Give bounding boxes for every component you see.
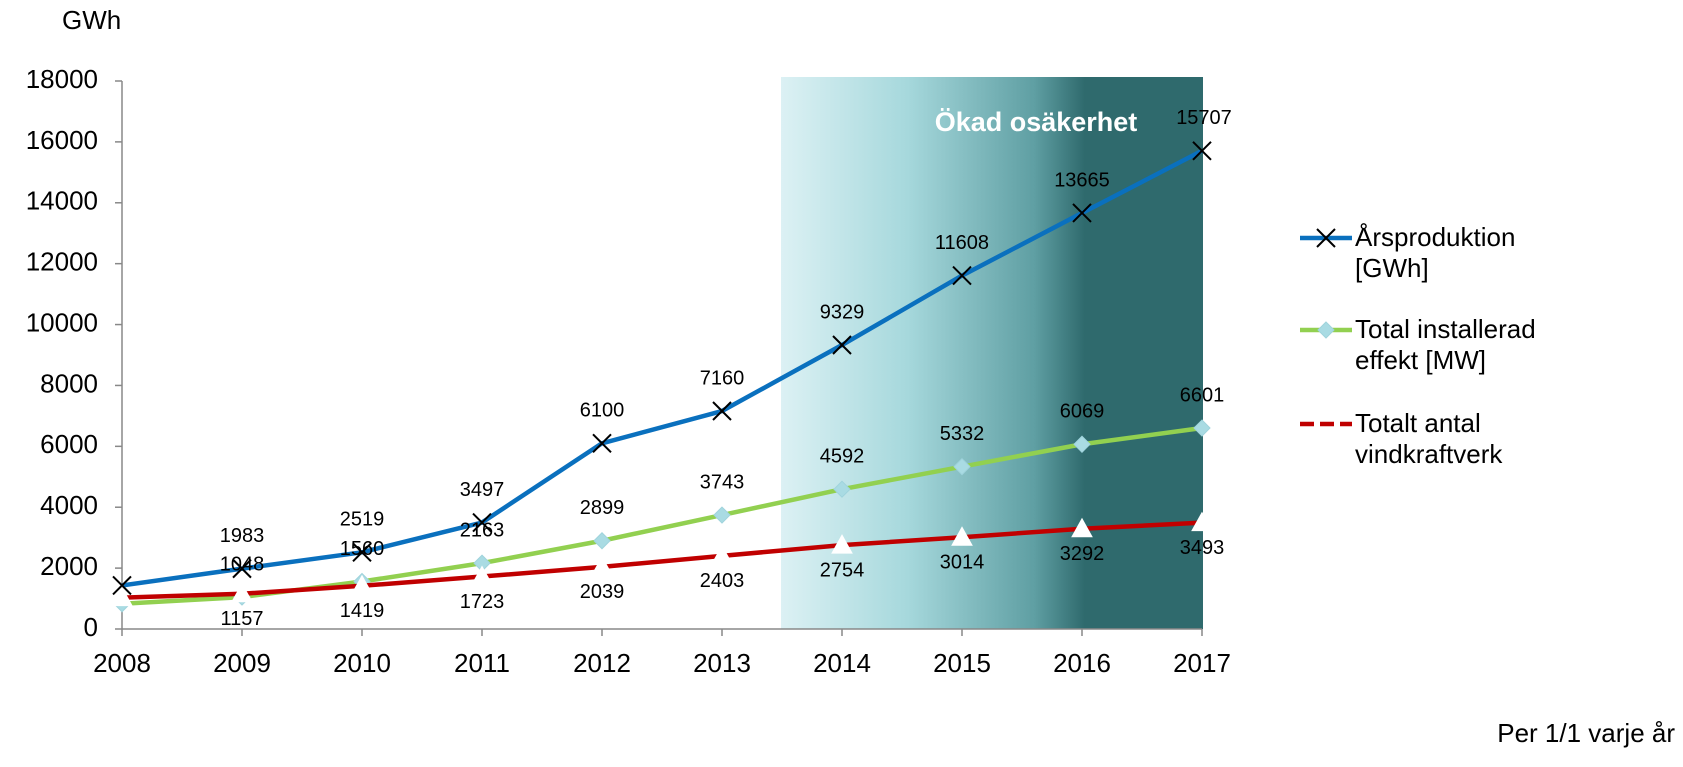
y-tick-label: 14000 — [26, 186, 98, 216]
y-tick-label: 10000 — [26, 307, 98, 337]
y-tick-label: 2000 — [40, 551, 98, 581]
x-tick-label: 2009 — [213, 648, 271, 678]
data-point — [1073, 435, 1091, 453]
data-point — [833, 480, 851, 498]
data-point — [352, 542, 372, 563]
data-label: 1723 — [460, 591, 505, 613]
data-label: 1419 — [340, 600, 385, 622]
data-label: 2039 — [580, 581, 625, 603]
legend-marker — [1316, 228, 1336, 248]
data-label: 11608 — [935, 232, 989, 254]
data-point — [712, 401, 732, 421]
data-label: 3292 — [1060, 543, 1105, 565]
data-label: 1157 — [220, 608, 263, 630]
data-label: 3014 — [940, 552, 985, 574]
data-point — [351, 574, 373, 595]
data-label: 6069 — [1060, 401, 1105, 423]
data-label: 3743 — [700, 471, 745, 493]
data-label: 2899 — [580, 497, 625, 519]
data-point — [112, 575, 132, 596]
data-label: 9329 — [820, 301, 865, 323]
data-label: 4592 — [820, 445, 865, 467]
annotation: Ökad osäkerhet — [935, 107, 1138, 137]
x-tick-label: 2011 — [454, 648, 510, 678]
data-point — [1193, 419, 1211, 437]
x-tick-label: 2016 — [1053, 648, 1111, 678]
data-point — [953, 457, 971, 476]
y-tick-label: 16000 — [26, 125, 98, 155]
data-label: 2519 — [340, 509, 385, 531]
footnote: Per 1/1 varje år — [1497, 718, 1675, 748]
y-tick-label: 6000 — [40, 429, 98, 459]
y-tick-label: 8000 — [40, 368, 98, 398]
data-point — [593, 532, 611, 550]
data-label: 5332 — [940, 423, 985, 445]
data-point — [232, 558, 252, 579]
x-tick-label: 2015 — [933, 648, 991, 678]
x-tick-label: 2008 — [93, 648, 151, 678]
legend-marker — [1317, 321, 1335, 339]
data-point — [111, 586, 133, 607]
legend-label: Årsproduktion [GWh] — [1355, 222, 1516, 283]
data-point — [471, 565, 493, 586]
data-point — [1072, 203, 1092, 223]
data-label: 2403 — [700, 570, 745, 592]
data-label: 15707 — [1176, 107, 1232, 129]
data-point — [472, 512, 492, 533]
series-line — [121, 520, 1203, 600]
data-label: 3497 — [460, 479, 505, 501]
x-tick-label: 2012 — [573, 648, 631, 678]
y-tick-label: 18000 — [26, 64, 98, 94]
data-label: 6601 — [1180, 384, 1225, 406]
data-label: 2754 — [820, 559, 865, 581]
data-label: 3493 — [1180, 537, 1225, 559]
x-tick-label: 2014 — [813, 648, 871, 678]
data-label: 1560 — [340, 538, 385, 560]
series-line — [121, 148, 1204, 588]
data-label: 7160 — [700, 367, 745, 389]
data-label: 2163 — [460, 519, 505, 541]
data-label: 6100 — [580, 400, 625, 422]
data-point — [591, 555, 613, 576]
data-point — [231, 582, 253, 603]
data-label: 1983 — [220, 525, 265, 547]
data-point — [831, 534, 853, 554]
legend-label: Totalt antal vindkraftverk — [1355, 408, 1503, 469]
x-tick-label: 2013 — [693, 648, 751, 678]
x-tick-label: 2017 — [1173, 648, 1231, 678]
data-point — [952, 265, 972, 286]
data-point — [711, 544, 733, 565]
data-point — [1071, 517, 1093, 538]
legend-label: Total installerad effekt [MW] — [1355, 314, 1536, 375]
data-point — [1192, 141, 1212, 161]
y-tick-label: 12000 — [26, 247, 98, 277]
data-point — [951, 526, 973, 546]
data-point — [832, 335, 852, 355]
y-unit: GWh — [62, 5, 121, 35]
x-tick-label: 2010 — [333, 648, 391, 678]
y-tick-label: 0 — [84, 612, 98, 642]
data-point — [713, 506, 731, 524]
data-point — [1191, 511, 1213, 532]
data-point — [592, 433, 612, 453]
data-label: 13665 — [1054, 169, 1110, 191]
y-tick-label: 4000 — [40, 490, 98, 520]
data-label: 1048 — [220, 553, 265, 575]
